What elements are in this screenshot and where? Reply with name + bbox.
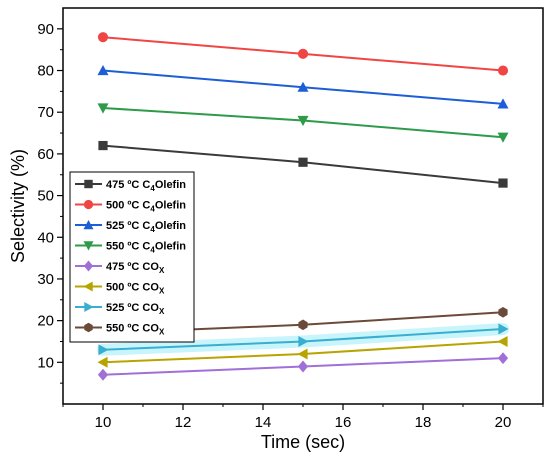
legend-label: 525 ºC C4Olefin: [106, 220, 186, 234]
y-tick-label: 80: [37, 63, 54, 80]
x-tick-label: 16: [335, 414, 352, 431]
y-axis-title: Selectivity (%): [8, 149, 28, 263]
legend-entry: 550 ºC C4Olefin: [75, 241, 186, 255]
data-point: [298, 319, 308, 331]
legend-marker: [84, 322, 93, 333]
legend-entry: 475 ºC C4Olefin: [75, 179, 186, 193]
data-point: [497, 65, 509, 76]
y-tick-label: 10: [37, 354, 54, 371]
x-tick-label: 12: [175, 414, 192, 431]
legend-entry: 525 ºC COX: [75, 302, 165, 316]
legend-entry: 475 ºC COX: [75, 260, 165, 275]
legend-label: 475 ºC COX: [106, 261, 165, 275]
data-point: [98, 140, 108, 151]
legend-entry: 500 ºC C4Olefin: [75, 200, 186, 214]
legend-marker: [83, 241, 94, 251]
legend: 475 ºC C4Olefin 500 ºC C4Olefin 525 ºC C4O…: [69, 171, 195, 343]
y-tick-label: 90: [37, 21, 54, 38]
data-point: [297, 360, 309, 373]
data-point: [97, 356, 108, 368]
legend-label: 525 ºC COX: [106, 302, 165, 316]
legend-box: [69, 171, 195, 343]
data-point: [497, 352, 509, 365]
legend-label: 500 ºC C4Olefin: [106, 200, 186, 214]
series-group: [97, 103, 509, 143]
y-tick-label: 70: [37, 104, 54, 121]
x-tick-label: 14: [255, 414, 272, 431]
series-layer: [97, 32, 509, 381]
x-axis: 10 12 14 16 18 20: [62, 404, 544, 431]
data-point: [297, 348, 308, 360]
y-tick-label: 60: [37, 146, 54, 163]
data-point: [498, 178, 508, 188]
series-group: [98, 323, 509, 356]
legend-label: 550 ºC C4Olefin: [106, 241, 186, 255]
legend-marker: [83, 220, 94, 230]
data-point: [97, 32, 109, 43]
y-tick-label: 30: [37, 271, 54, 288]
series-group: [97, 32, 509, 76]
data-point: [97, 368, 109, 381]
data-point: [297, 115, 309, 127]
x-axis-title: Time (sec): [261, 432, 345, 452]
series-group: [97, 352, 509, 381]
legend-label: 550 ºC COX: [106, 323, 165, 337]
legend-entry: 500 ºC COX: [75, 281, 165, 296]
legend-marker: [83, 260, 94, 272]
data-point: [497, 98, 509, 109]
series-group: [97, 65, 509, 109]
legend-entry: 525 ºC C4Olefin: [75, 220, 186, 234]
legend-marker: [84, 179, 93, 189]
y-tick-label: 50: [37, 188, 54, 205]
legend-label: 475 ºC C4Olefin: [106, 179, 186, 193]
legend-label: 500 ºC COX: [106, 282, 165, 296]
data-point: [97, 65, 109, 76]
x-tick-label: 18: [415, 414, 432, 431]
legend-entry: 550 ºC COX: [75, 323, 165, 337]
y-tick-label: 20: [37, 313, 54, 330]
data-point: [498, 323, 509, 335]
legend-marker: [83, 281, 93, 292]
x-tick-label: 20: [495, 414, 512, 431]
series-group: [97, 336, 508, 368]
data-point: [497, 132, 509, 143]
y-tick-label: 40: [37, 229, 54, 246]
x-tick-label: 10: [95, 414, 112, 431]
data-point: [98, 344, 109, 356]
data-point: [297, 48, 309, 59]
data-point: [97, 103, 109, 114]
data-point: [498, 307, 508, 318]
y-axis: 10 20 30 40 50 60 70 80 90: [37, 21, 63, 384]
data-point: [297, 81, 309, 92]
data-point: [298, 336, 309, 347]
data-point: [298, 157, 308, 167]
series-group: [98, 140, 508, 188]
data-point: [497, 336, 508, 347]
legend-marker: [84, 302, 94, 312]
legend-marker: [83, 199, 94, 210]
